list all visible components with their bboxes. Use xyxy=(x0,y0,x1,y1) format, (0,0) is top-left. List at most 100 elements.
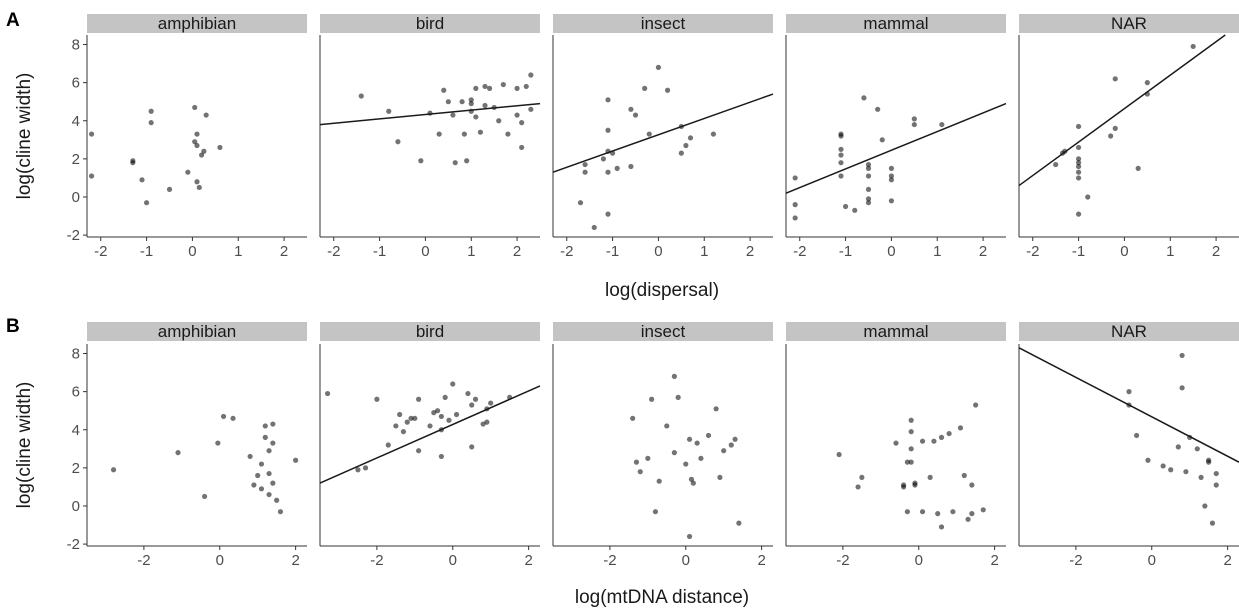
data-point xyxy=(630,415,636,421)
data-point xyxy=(324,390,331,397)
x-tick-label: 2 xyxy=(513,243,521,260)
data-point xyxy=(386,108,392,114)
data-point xyxy=(582,169,588,175)
data-point xyxy=(465,390,471,397)
data-point xyxy=(416,396,422,402)
facet-strip xyxy=(553,322,773,341)
data-point xyxy=(1075,169,1082,175)
data-point xyxy=(148,120,154,126)
data-point xyxy=(404,419,410,425)
x-tick-label: 0 xyxy=(1148,552,1156,569)
data-point xyxy=(605,97,611,103)
data-point xyxy=(632,112,639,118)
data-point xyxy=(523,83,529,90)
data-point xyxy=(488,400,494,406)
data-point xyxy=(412,415,418,421)
data-point xyxy=(969,482,975,488)
data-point xyxy=(397,411,403,418)
x-tick-label: 0 xyxy=(216,552,224,569)
facet-amphibian: amphibian -2 -1 0 1 2 -2 0 2 4 6 8 xyxy=(67,14,307,260)
data-point xyxy=(217,144,223,151)
data-point xyxy=(220,413,227,420)
facet-insect: insect -2 -1 0 1 2 xyxy=(552,14,774,260)
data-point xyxy=(514,85,520,91)
data-point xyxy=(130,160,136,166)
data-point xyxy=(436,131,442,137)
regression-line xyxy=(552,93,774,173)
data-point xyxy=(957,425,964,431)
data-point xyxy=(1133,432,1140,439)
facet-amphibian: amphibian -2 0 2 -2 0 2 4 6 8 xyxy=(67,322,307,569)
y-tick-label: 2 xyxy=(72,460,80,477)
x-tick-label: 2 xyxy=(979,243,987,260)
data-point xyxy=(88,173,95,179)
data-point xyxy=(194,179,200,185)
data-point xyxy=(875,106,881,112)
facet-strip xyxy=(320,14,540,33)
data-point xyxy=(1209,520,1216,526)
data-point xyxy=(1112,125,1118,131)
facet-strip-label: bird xyxy=(416,322,444,341)
data-point xyxy=(1075,160,1082,166)
data-point xyxy=(1202,503,1208,509)
x-tick-label: 1 xyxy=(467,243,475,260)
data-point xyxy=(713,406,719,412)
data-point xyxy=(1213,482,1219,488)
x-tick-label: -2 xyxy=(94,243,107,260)
data-point xyxy=(461,131,467,137)
data-point xyxy=(88,131,95,137)
data-point xyxy=(277,509,284,515)
data-point xyxy=(642,85,648,91)
data-point xyxy=(927,474,933,480)
data-point xyxy=(888,173,895,179)
data-point xyxy=(453,411,460,418)
data-point xyxy=(686,533,693,540)
data-point xyxy=(194,131,200,137)
data-point xyxy=(1135,165,1141,171)
x-tick-label: 0 xyxy=(421,243,429,260)
data-point xyxy=(645,455,651,461)
data-point xyxy=(486,85,493,91)
data-point xyxy=(519,144,525,151)
data-point xyxy=(482,102,488,109)
data-point xyxy=(1075,156,1082,162)
row-a-x-axis-title: log(dispersal) xyxy=(605,280,719,301)
data-point xyxy=(438,453,444,460)
data-point xyxy=(717,474,723,480)
data-point xyxy=(591,224,597,231)
data-point xyxy=(442,394,448,400)
data-point xyxy=(473,114,479,120)
data-point xyxy=(1179,352,1185,359)
data-point xyxy=(1179,385,1185,391)
data-point xyxy=(855,484,861,490)
data-point xyxy=(110,467,117,473)
data-point xyxy=(258,461,265,467)
x-tick-label: 2 xyxy=(291,552,299,569)
data-point xyxy=(1206,459,1212,465)
facet-strip xyxy=(786,322,1006,341)
data-point xyxy=(505,131,511,137)
data-point xyxy=(215,440,221,446)
data-point xyxy=(935,511,941,517)
data-point xyxy=(919,509,926,515)
data-point xyxy=(865,200,872,206)
data-point xyxy=(1075,211,1082,217)
data-point xyxy=(166,186,173,192)
data-point xyxy=(938,434,945,440)
data-point xyxy=(893,440,899,446)
x-tick-label: 2 xyxy=(746,243,754,260)
data-point xyxy=(852,207,858,213)
y-tick-label: 4 xyxy=(72,422,80,439)
data-point xyxy=(698,455,704,461)
data-point xyxy=(646,131,652,137)
regression-line xyxy=(319,102,541,126)
data-point xyxy=(1075,175,1082,181)
data-point xyxy=(865,196,872,202)
data-point xyxy=(446,417,452,423)
data-point xyxy=(482,83,488,90)
data-point xyxy=(705,432,712,439)
x-tick-label: 1 xyxy=(700,243,708,260)
data-point xyxy=(736,520,742,526)
data-point xyxy=(861,95,867,101)
data-point xyxy=(468,97,474,103)
